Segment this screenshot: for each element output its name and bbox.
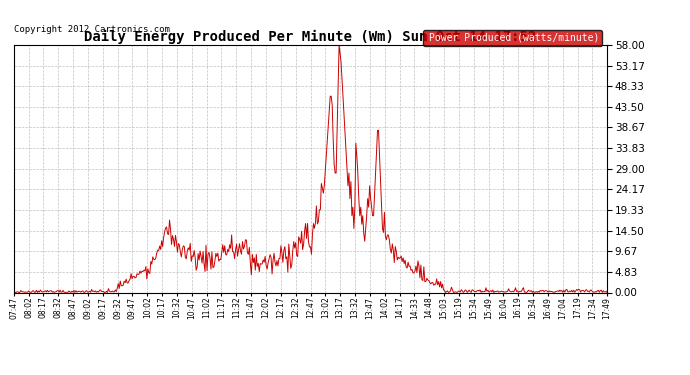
Text: Copyright 2012 Cartronics.com: Copyright 2012 Cartronics.com [14,25,170,34]
Title: Daily Energy Produced Per Minute (Wm) Sun Oct 14 17:52: Daily Energy Produced Per Minute (Wm) Su… [84,30,537,44]
Legend: Power Produced (watts/minute): Power Produced (watts/minute) [423,30,602,46]
